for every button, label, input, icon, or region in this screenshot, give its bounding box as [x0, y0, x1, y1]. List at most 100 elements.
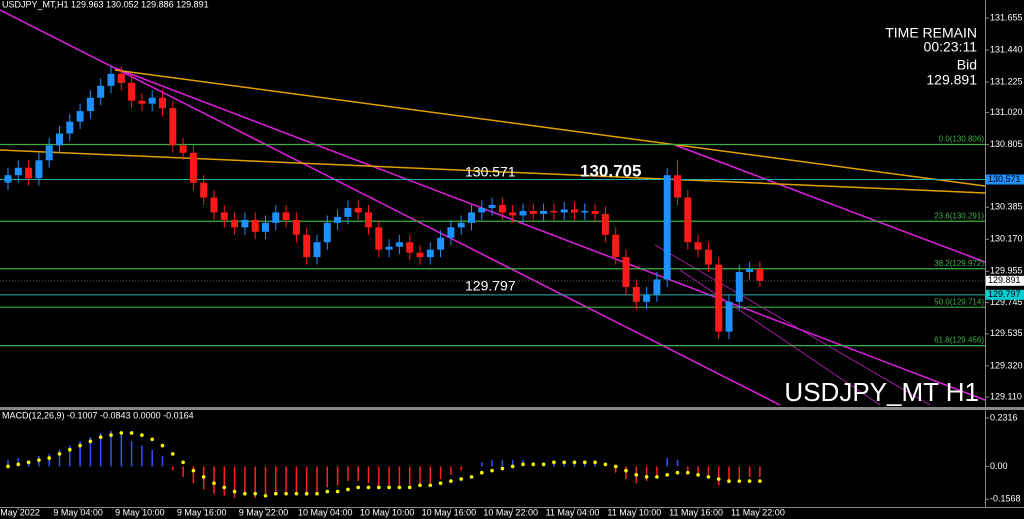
candle-body — [746, 269, 754, 273]
signal-dot — [68, 447, 72, 452]
signal-dot — [377, 485, 381, 490]
y-tick-label: 131.225 — [990, 76, 1023, 86]
signal-dot — [438, 481, 443, 485]
channel-line — [114, 67, 986, 401]
signal-dot — [294, 491, 299, 496]
macd-tick-label: 0.00 — [990, 461, 1008, 471]
signal-dot — [644, 475, 649, 479]
signal-dot — [150, 437, 154, 442]
channel-line — [674, 144, 986, 263]
signal-dot — [716, 477, 721, 481]
candle-body — [179, 145, 187, 153]
candle-body — [365, 212, 372, 228]
candle-body — [375, 227, 383, 250]
signal-dot — [26, 460, 31, 465]
signal-dot — [747, 479, 752, 483]
candle-body — [241, 219, 249, 228]
signal-dot — [191, 468, 196, 473]
candle-body — [684, 197, 692, 243]
signal-dot — [284, 491, 288, 496]
bid-box-label: 129.891 — [988, 275, 1021, 285]
signal-dot — [243, 491, 247, 496]
signal-dot — [253, 491, 257, 496]
candle-body — [591, 210, 599, 214]
signal-dot — [459, 477, 464, 481]
signal-dot — [531, 462, 536, 467]
signal-dot — [263, 493, 268, 498]
signal-dot — [119, 431, 124, 435]
signal-dot — [562, 460, 566, 465]
candle-body — [334, 216, 342, 223]
fib-label: 0.0(130.806) — [939, 135, 985, 144]
signal-dot — [603, 462, 608, 467]
fib-label: 61.8(129.456) — [934, 336, 984, 345]
signal-dot — [47, 456, 51, 460]
signal-dot — [655, 475, 659, 479]
signal-dot — [665, 473, 669, 477]
signal-dot — [37, 458, 41, 462]
candle-body — [262, 222, 269, 232]
signal-dot — [418, 483, 422, 488]
x-tick-label: 11 May 04:00 — [546, 507, 600, 517]
signal-dot — [98, 435, 103, 439]
macd-tick-label: -0.1568 — [990, 494, 1021, 504]
candle-body — [169, 108, 177, 146]
candle-body — [550, 210, 558, 213]
x-tick-label: 9 May 04:00 — [53, 507, 103, 517]
candle-body — [416, 252, 424, 258]
signal-dot — [407, 485, 412, 490]
candle-body — [478, 207, 486, 213]
signal-dot — [428, 483, 433, 488]
signal-dot — [160, 443, 165, 448]
channel-line — [679, 269, 881, 406]
x-tick-label: 11 May 22:00 — [731, 507, 785, 517]
x-tick-label: 10 May 16:00 — [422, 507, 477, 517]
candle-body — [282, 212, 290, 220]
signal-dot — [16, 462, 21, 467]
signal-dot — [57, 452, 62, 456]
signal-dot — [181, 460, 185, 465]
signal-dot — [78, 443, 82, 448]
candle-body — [4, 175, 12, 183]
signal-dot — [572, 460, 577, 465]
signal-dot — [593, 460, 597, 465]
candle-body — [45, 145, 53, 161]
signal-dot — [624, 468, 628, 473]
fib-label: 38.2(129.972) — [934, 259, 984, 268]
candle-body — [519, 210, 527, 216]
candle-body — [663, 175, 671, 280]
signal-dot — [346, 487, 350, 492]
y-tick-label: 129.955 — [990, 266, 1023, 276]
y-tick-label: 131.655 — [990, 12, 1023, 22]
chart-title: USDJPY_MT,H1 129.963 130.052 129.886 129… — [2, 0, 209, 9]
candle-body — [540, 210, 548, 214]
candle-body — [437, 237, 445, 250]
candle-body — [529, 210, 537, 214]
candle-body — [581, 210, 589, 213]
signal-dot — [583, 460, 587, 465]
candle-body — [292, 219, 300, 235]
candle-body — [107, 73, 115, 86]
signal-dot — [201, 475, 206, 479]
x-tick-label: 10 May 10:00 — [360, 507, 415, 517]
macd-label: MACD(12,26,9) -0.1007 -0.0843 0.0000 -0.… — [2, 410, 194, 420]
candle-body — [715, 264, 723, 332]
level-annotation: 129.797 — [465, 278, 516, 294]
candle-body — [200, 182, 208, 198]
signal-dot — [737, 479, 742, 483]
signal-dot — [490, 468, 494, 473]
y-tick-label: 130.805 — [990, 139, 1023, 149]
signal-dot — [366, 485, 371, 490]
candle-body — [66, 121, 74, 134]
candle-body — [313, 242, 321, 258]
candle-body — [56, 133, 63, 146]
candle-body — [694, 242, 702, 250]
candle-body — [35, 160, 43, 179]
x-tick-label: 9 May 22:00 — [239, 507, 289, 517]
signal-dot — [315, 491, 319, 496]
candle-body — [210, 197, 218, 213]
candle-body — [323, 222, 331, 243]
candle-body — [97, 85, 105, 98]
candle-body — [457, 222, 465, 228]
